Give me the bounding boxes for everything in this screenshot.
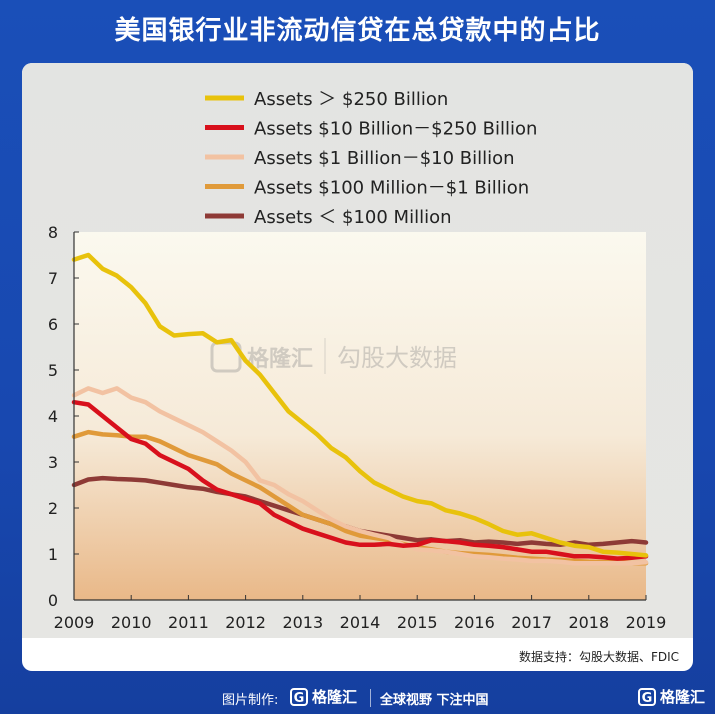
x-tick-label: 2013 — [282, 613, 323, 632]
legend-label-3: Assets $1 Billion－$10 Billion — [254, 148, 515, 169]
y-tick-label: 8 — [48, 223, 58, 242]
y-tick-label: 3 — [48, 453, 58, 472]
footer-divider — [370, 689, 371, 707]
y-tick-label: 5 — [48, 361, 58, 380]
y-tick-label: 4 — [48, 407, 58, 426]
x-tick-label: 2011 — [168, 613, 209, 632]
corner-brand-text: 格隆汇 — [659, 688, 705, 706]
footer-credit-label: 图片制作: — [222, 693, 279, 708]
series-layer — [71, 252, 649, 566]
brand-logo-icon: G — [290, 688, 308, 706]
footer-brand: G 格隆汇 — [290, 686, 357, 707]
y-tick-label: 1 — [48, 545, 58, 564]
legend-label-5: Assets ＜ $100 Million — [254, 207, 452, 228]
x-tick-label: 2017 — [511, 613, 552, 632]
x-tick-label: 2016 — [454, 613, 495, 632]
source-note: 数据支持：勾股大数据、FDIC — [518, 650, 679, 664]
x-tick-label: 2012 — [225, 613, 266, 632]
axes-layer: 0 1 2 3 4 5 6 7 8 2009 2010 2011 2012 2013 2014 2015 201… — [48, 223, 667, 632]
y-tick-label: 2 — [48, 499, 58, 518]
legend-label-1: Assets ＞ $250 Billion — [254, 89, 448, 110]
x-tick-label: 2015 — [397, 613, 438, 632]
x-tick-label: 2009 — [54, 613, 95, 632]
y-tick-label: 7 — [48, 269, 58, 288]
series-line-1 — [71, 252, 649, 558]
footer-bar: 图片制作: G 格隆汇 全球视野 下注中国 G 格隆汇 — [0, 683, 715, 714]
y-tick-label: 0 — [48, 591, 58, 610]
x-tick-label: 2014 — [340, 613, 381, 632]
series-line-3 — [71, 386, 649, 566]
x-tick-label: 2010 — [111, 613, 152, 632]
watermark-subtitle: 勾股大数据 — [337, 344, 457, 372]
corner-logo-icon: G — [637, 688, 656, 706]
legend-label-4: Assets $100 Million－$1 Billion — [254, 178, 529, 199]
watermark: 格隆汇 勾股大数据 — [210, 338, 457, 374]
corner-brand: G 格隆汇 — [637, 686, 705, 707]
y-tick-label: 6 — [48, 315, 58, 334]
x-tick-label: 2019 — [626, 613, 667, 632]
legend: Assets ＞ $250 Billion Assets $10 Billion－… — [205, 89, 537, 228]
footer-brand-text: 格隆汇 — [312, 688, 358, 706]
watermark-brand: 格隆汇 — [247, 346, 313, 372]
series-line-2 — [71, 399, 649, 561]
legend-label-2: Assets $10 Billion－$250 Billion — [254, 119, 537, 140]
x-tick-label: 2018 — [568, 613, 609, 632]
page-title: 美国银行业非流动信贷在总贷款中的占比 — [114, 16, 601, 46]
footer-slogan: 全球视野 下注中国 — [380, 693, 489, 708]
